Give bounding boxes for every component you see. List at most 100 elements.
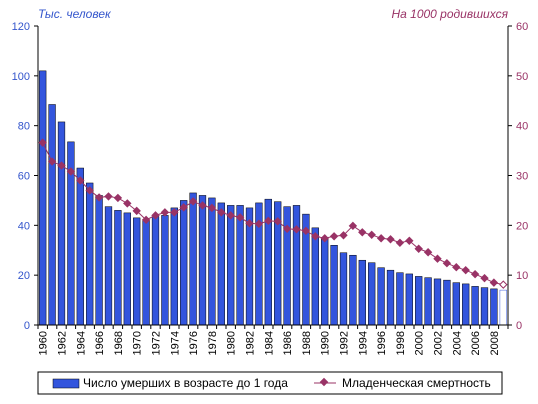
line-point <box>442 258 452 268</box>
right-tick-label: 40 <box>516 121 528 133</box>
bar <box>490 288 498 326</box>
bar <box>151 216 160 326</box>
x-tick-label: 2008 <box>489 331 501 355</box>
x-tick-label: 1972 <box>151 331 163 355</box>
bar <box>396 272 404 326</box>
bar <box>339 252 348 326</box>
line-point <box>245 219 254 228</box>
line-point <box>499 280 508 289</box>
x-tick-label: 1974 <box>169 331 181 355</box>
x-tick-label: 1992 <box>339 331 351 355</box>
line-point <box>132 206 141 216</box>
bar <box>133 217 141 326</box>
bar <box>368 262 376 326</box>
bar <box>349 254 357 326</box>
bar <box>76 167 84 326</box>
line-point <box>405 236 414 245</box>
line-point <box>470 269 480 279</box>
line-point <box>76 176 85 185</box>
x-tick-label: 1966 <box>94 331 106 355</box>
bar <box>499 289 507 326</box>
left-tick-label: 100 <box>12 71 30 83</box>
x-tick-label: 1960 <box>38 331 50 355</box>
bar <box>433 278 442 326</box>
line-point <box>367 230 376 240</box>
line-point <box>311 232 320 241</box>
bar <box>480 287 489 326</box>
bar <box>114 210 122 326</box>
bar <box>208 197 216 326</box>
line-point <box>47 157 57 166</box>
bar <box>292 205 301 326</box>
right-tick-label: 10 <box>516 270 528 282</box>
right-tick-label: 30 <box>516 171 528 183</box>
line-point <box>273 217 282 226</box>
chart-marks: 0 20 40 60 80 100 120 0 10 20 30 40 50 60 1960 1962 1964… <box>12 21 529 355</box>
bar <box>471 286 479 326</box>
bar <box>227 205 235 326</box>
bar <box>452 282 460 326</box>
right-tick-label: 50 <box>516 71 528 83</box>
line-point <box>226 211 235 220</box>
legend-label-line: Младенческая смертность <box>342 376 491 390</box>
line-point <box>452 262 461 272</box>
bar <box>386 269 395 326</box>
x-tick-label: 1976 <box>188 331 200 355</box>
right-tick-label: 0 <box>516 320 522 332</box>
line-point <box>151 211 160 220</box>
line-point <box>461 265 470 275</box>
line-point <box>66 167 76 176</box>
line-point <box>94 193 104 202</box>
bar <box>424 277 432 326</box>
line-point <box>123 199 132 208</box>
line-point <box>320 234 329 243</box>
line-point <box>414 244 423 253</box>
bar <box>39 70 47 326</box>
bar <box>217 202 225 326</box>
line-point <box>217 208 226 217</box>
line-point <box>113 193 123 203</box>
x-tick-label: 2002 <box>433 331 445 355</box>
legend-line-marker <box>319 377 329 387</box>
x-tick-label: 1982 <box>245 331 257 355</box>
x-tick-label: 1962 <box>57 331 69 355</box>
line-point <box>433 254 442 263</box>
bar <box>330 245 338 326</box>
bar <box>95 195 103 326</box>
line-point <box>423 248 433 257</box>
line-point <box>179 203 188 212</box>
line-point <box>170 208 179 217</box>
line-point <box>301 226 311 236</box>
bar <box>104 206 113 326</box>
bar <box>142 220 150 326</box>
x-tick-label: 1984 <box>263 331 275 355</box>
line-point <box>188 197 198 206</box>
bar <box>321 237 329 326</box>
right-axis-title: На 1000 родившихся <box>391 7 508 21</box>
line-point <box>395 238 405 247</box>
line-point <box>292 225 301 234</box>
left-tick-label: 80 <box>18 121 30 133</box>
bar <box>283 206 291 326</box>
x-tick-label: 1970 <box>132 331 144 355</box>
bar <box>198 195 207 326</box>
x-tick-label: 1978 <box>207 331 219 355</box>
right-tick-label: 20 <box>516 220 528 232</box>
line-point <box>160 208 170 217</box>
line-point <box>254 219 264 229</box>
bar <box>311 227 319 326</box>
legend-bar-swatch <box>52 378 80 389</box>
line-point <box>198 201 207 210</box>
line-point <box>264 216 273 226</box>
bar <box>405 273 413 326</box>
left-tick-label: 20 <box>18 270 30 282</box>
x-tick-label: 1994 <box>357 331 369 355</box>
line-point <box>57 161 66 170</box>
x-tick-label: 1998 <box>395 331 407 355</box>
bar <box>48 104 56 326</box>
left-tick-label: 60 <box>18 171 30 183</box>
line-point <box>339 231 348 240</box>
x-tick-label: 1980 <box>226 331 238 355</box>
x-tick-label: 1964 <box>75 331 87 355</box>
